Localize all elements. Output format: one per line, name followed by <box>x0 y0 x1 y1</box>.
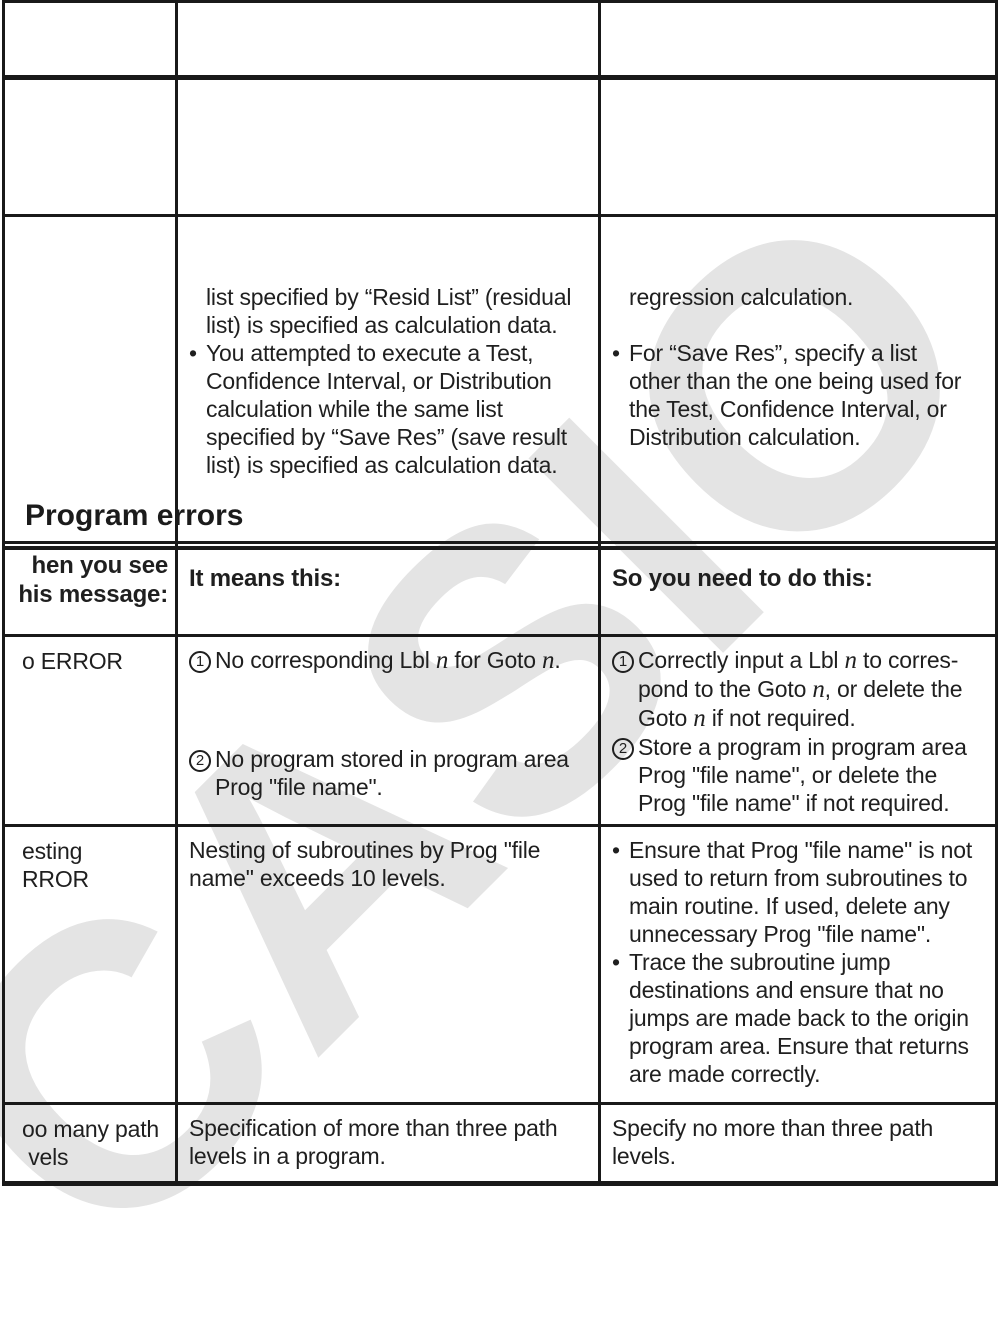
error-name: esting RROR <box>22 838 89 892</box>
header-row: hen you see his message: It means this: … <box>2 541 998 637</box>
error-name: oo many path vels <box>22 1116 159 1170</box>
empty-means-cell <box>175 0 601 80</box>
circled-1-icon: 1 <box>189 651 211 673</box>
program-errors-table: hen you see his message: It means this: … <box>2 541 998 1186</box>
numbered-item: 1 Correctly input a Lbl n to corres- pond… <box>612 646 989 733</box>
bullet-item: • Ensure that Prog "file name" is not use… <box>612 836 989 948</box>
bullet-icon: • <box>612 949 620 975</box>
action-text: Specify no more than three path levels. <box>612 1115 934 1169</box>
means-cell: Specification of more than three path le… <box>175 1102 601 1186</box>
bullet-text: For “Save Res”, specify a list other tha… <box>629 340 962 450</box>
bullet-icon: • <box>612 837 620 863</box>
message-cell <box>2 214 178 550</box>
empty-action-cell <box>598 76 998 217</box>
means-cell: 1 No corresponding Lbl n for Goto n. 2 No … <box>175 634 601 827</box>
bullet-item: • You attempted to execute a Test, Confid… <box>189 339 592 479</box>
empty-means-cell <box>175 76 601 217</box>
message-cell: oo many path vels <box>2 1102 178 1186</box>
message-cell: esting RROR <box>2 824 178 1105</box>
numbered-item: 1 No corresponding Lbl n for Goto n. <box>189 646 592 675</box>
page-heading: Program errors <box>25 499 244 532</box>
bullet-icon: • <box>612 340 620 366</box>
column-header-means: It means this: <box>175 541 601 637</box>
error-table-continued: list specified by “Resid List” (residual… <box>2 0 998 550</box>
numbered-item: 2 Store a program in program area Prog "f… <box>612 733 989 817</box>
circled-2-icon: 2 <box>189 750 211 772</box>
numbered-text: Store a program in program area Prog "fi… <box>638 734 967 816</box>
empty-message-cell <box>2 0 178 80</box>
table-row <box>2 0 998 80</box>
bullet-text: Trace the subroutine jump destinations a… <box>629 949 969 1087</box>
table-row: oo many path vels Specification of more … <box>2 1102 998 1186</box>
header-text: hen you see his message: <box>18 552 168 608</box>
means-cell: Nesting of subroutines by Prog "file nam… <box>175 824 601 1105</box>
table-row: o ERROR 1 No corresponding Lbl n for Goto… <box>2 634 998 827</box>
error-name: o ERROR <box>22 648 123 674</box>
numbered-item: 2 No program stored in program area Prog … <box>189 745 592 801</box>
bullet-text: Ensure that Prog "file name" is not used… <box>629 837 973 947</box>
column-header-action: So you need to do this: <box>598 541 998 637</box>
bullet-icon: • <box>189 340 197 366</box>
action-cell: 1 Correctly input a Lbl n to corres- pond… <box>598 634 998 827</box>
table-row <box>2 76 998 217</box>
action-continuation: regression calculation. <box>629 284 854 310</box>
means-continuation: list specified by “Resid List” (residual… <box>206 284 572 338</box>
continued-text: list specified by “Resid List” (residual… <box>189 283 592 339</box>
action-cell: regression calculation. • For “Save Res”,… <box>598 214 998 550</box>
circled-2-icon: 2 <box>612 738 634 760</box>
empty-message-cell <box>2 76 178 217</box>
bullet-text: You attempted to execute a Test, Confide… <box>206 340 567 478</box>
action-cell: Specify no more than three path levels. <box>598 1102 998 1186</box>
bullet-item: • For “Save Res”, specify a list other th… <box>612 339 989 451</box>
continued-text: regression calculation. <box>612 283 989 311</box>
means-text: Nesting of subroutines by Prog "file nam… <box>189 837 541 891</box>
table-row: esting RROR Nesting of subroutines by Pr… <box>2 824 998 1105</box>
numbered-text: No program stored in program area Prog "… <box>215 746 569 800</box>
circled-1-icon: 1 <box>612 651 634 673</box>
column-header-message: hen you see his message: <box>2 541 178 637</box>
bullet-item: • Trace the subroutine jump destinations … <box>612 948 989 1088</box>
empty-action-cell <box>598 0 998 80</box>
message-cell: o ERROR <box>2 634 178 827</box>
action-cell: • Ensure that Prog "file name" is not use… <box>598 824 998 1105</box>
numbered-text: No corresponding Lbl n for Goto n. <box>215 647 561 674</box>
means-text: Specification of more than three path le… <box>189 1115 558 1169</box>
numbered-text: Correctly input a Lbl n to corres- pond … <box>638 647 963 732</box>
